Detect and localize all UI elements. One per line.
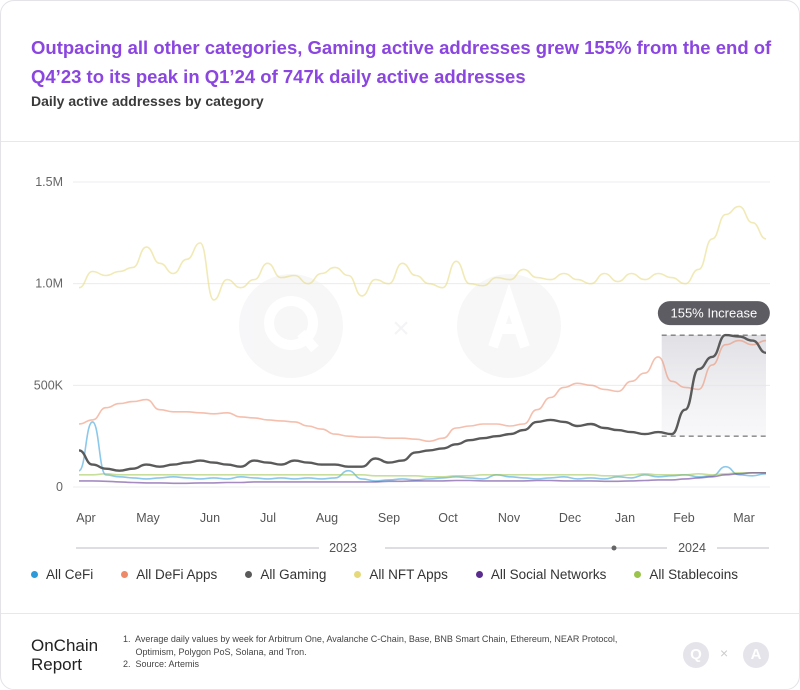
headline: Outpacing all other categories, Gaming a… [31,37,772,87]
y-tick-label: 500K [34,378,64,392]
legend-item: All NFT Apps [354,567,448,582]
x-tick-label: Dec [559,511,581,525]
legend-dot [475,571,483,578]
footer: OnChain Report 1. Average daily values b… [1,613,799,689]
times-icon: × [720,645,729,661]
brand-name: OnChain Report [31,636,98,674]
series-lines [78,205,767,485]
legend-label: All DeFi Apps [136,567,218,582]
series-line-all-social-networks [79,471,766,485]
brand-line-1: OnChain [31,636,99,655]
series-line-all-defi-apps [78,339,767,443]
legend-item: All Social Networks [475,567,607,582]
watermark-logo: × [239,274,561,378]
year-label-2023: 2023 [329,541,357,555]
legend-item: All Gaming [245,567,326,582]
y-axis: 0 500K 1.0M 1.5M [34,175,64,494]
legend-dot [31,571,38,578]
legend-dot [245,571,253,578]
increase-band [661,335,766,437]
series-line-all-stablecoins [79,471,766,478]
series-line-all-gaming [78,333,767,472]
x-tick-label: Jun [200,511,220,525]
increase-band-fill [661,335,766,437]
y-tick-label: 1.0M [35,277,63,291]
q-logo-icon: Q [683,642,709,668]
year-label-2024: 2024 [678,541,706,555]
chart-legend: All CeFi All DeFi Apps All Gaming All NFT A… [31,567,791,582]
y-tick-label: 1.5M [35,175,63,189]
footnote-2: 2. Source: Artemis [123,659,200,669]
legend-label: All CeFi [46,567,94,582]
legend-dot [634,571,642,578]
legend-item: All Stablecoins [634,567,738,582]
chart-subtitle: Daily active addresses by category [31,93,264,109]
x-tick-label: Mar [733,511,755,525]
legend-item: All CeFi [31,567,93,582]
series-line-all-cefi [78,421,767,482]
chart-grid [73,181,770,488]
brand-line-2: Report [31,655,83,674]
annotation-label: 155% Increase [670,306,757,321]
legend-label: All Social Networks [490,567,607,582]
x-tick-label: Sep [378,511,400,525]
annotation: 155% Increase [657,301,770,437]
year-divider-dot [611,545,617,551]
footnote-1: 1. Average daily values by week for Arbi… [123,634,618,644]
footnotes: 1. Average daily values by week for Arbi… [123,633,623,671]
year-timeline: 2023 2024 [76,541,769,555]
line-chart: × 0 500K 1.0M 1.5M 155% Increase Apr May Jun J… [34,175,770,555]
x-tick-label: Jul [260,511,276,525]
annotation-label-bg [657,301,770,326]
legend-label: All Stablecoins [649,567,738,582]
legend-label: All NFT Apps [369,567,448,582]
x-tick-label: Apr [76,511,95,525]
footnote-1-cont: Optimism, Polygon PoS, Solana, and Tron. [123,646,307,657]
x-tick-label: Feb [673,511,695,525]
x-tick-label: Jan [615,511,635,525]
series-line-all-nft-apps [78,205,767,301]
x-tick-label: Aug [316,511,338,525]
y-tick-label: 0 [56,480,63,494]
x-tick-label: May [136,511,160,525]
legend-label: All Gaming [260,567,327,582]
legend-dot [121,571,129,578]
x-axis: Apr May Jun Jul Aug Sep Oct Nov Dec Jan Feb Mar [76,511,754,525]
legend-item: All DeFi Apps [121,567,217,582]
legend-dot [354,571,362,578]
x-tick-label: Oct [438,511,458,525]
svg-text:×: × [392,312,410,345]
chart-header: Outpacing all other categories, Gaming a… [1,1,799,142]
a-logo-icon: A [743,642,769,668]
x-tick-label: Nov [498,511,521,525]
